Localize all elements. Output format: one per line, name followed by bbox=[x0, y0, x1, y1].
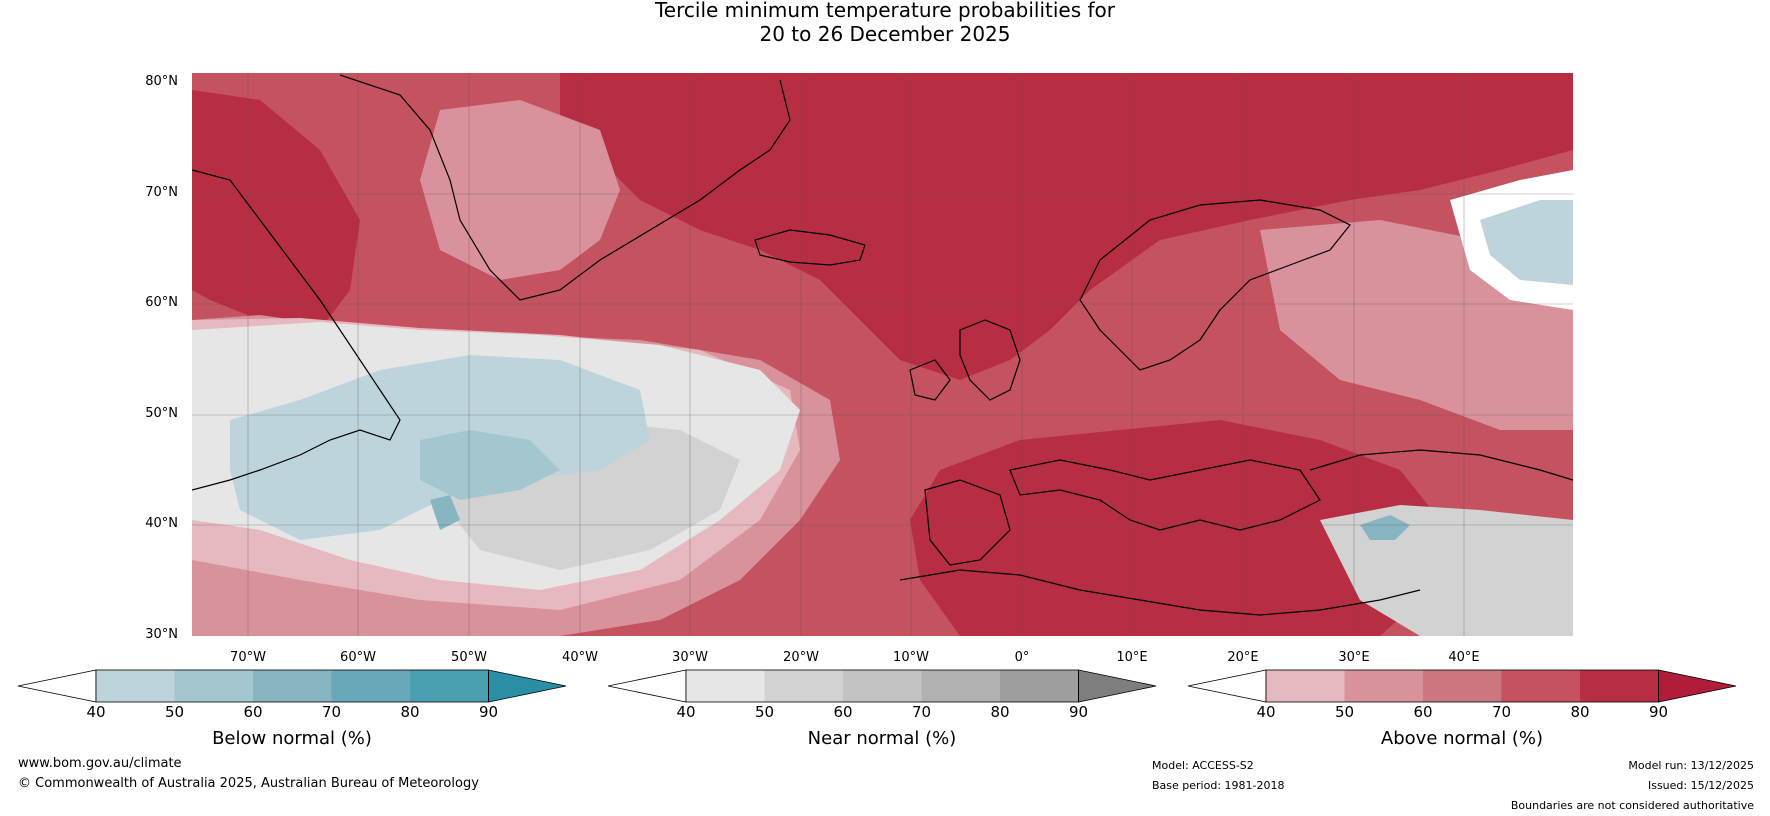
region-anatolia-blue bbox=[1360, 515, 1410, 540]
cb-above-tick-50: 50 bbox=[1334, 703, 1355, 721]
cb-below-seg-5 bbox=[410, 670, 489, 702]
cb-above-seg-3 bbox=[1423, 670, 1502, 702]
cb-above-tick-80: 80 bbox=[1570, 703, 1590, 721]
cb-near-seg-4 bbox=[921, 670, 1000, 702]
cb-below-tick-60: 60 bbox=[243, 703, 263, 721]
cb-above-tick-90: 90 bbox=[1648, 703, 1669, 721]
cb-above-seg-5 bbox=[1580, 670, 1659, 702]
cb-below-seg-2 bbox=[174, 670, 253, 702]
cb-near-seg-5 bbox=[1000, 670, 1079, 702]
region-below-normal-spot bbox=[430, 495, 460, 530]
cb-near-title: Near normal (%) bbox=[807, 728, 957, 749]
region-baffin bbox=[192, 90, 360, 330]
region-north-light bbox=[420, 100, 620, 280]
cb-near-tick-50: 50 bbox=[754, 703, 775, 721]
region-mediterranean bbox=[910, 420, 1440, 636]
cb-above-title: Above normal (%) bbox=[1380, 728, 1544, 749]
cb-near-seg-2 bbox=[764, 670, 843, 702]
lat-label-80n: 80°N bbox=[145, 74, 178, 89]
colorbar-below-normal bbox=[17, 669, 567, 703]
lon-label-50w: 50°W bbox=[451, 650, 487, 665]
cb-near-arrow-left bbox=[607, 669, 687, 703]
footer-disclaimer: Boundaries are not considered authoritat… bbox=[1510, 799, 1754, 812]
footer-model: Model: ACCESS-S2 bbox=[1152, 759, 1254, 772]
lon-label-70w: 70°W bbox=[230, 650, 266, 665]
cb-above-arrow-right bbox=[1658, 670, 1736, 702]
lon-label-20w: 20°W bbox=[783, 650, 819, 665]
cb-near-tick-40: 40 bbox=[676, 703, 696, 721]
footer-model-run: Model run: 13/12/2025 bbox=[1628, 759, 1754, 772]
cb-below-arrow-right bbox=[488, 670, 566, 702]
lon-label-30e: 30°E bbox=[1338, 650, 1370, 665]
lon-label-0: 0° bbox=[1014, 650, 1030, 665]
graticule bbox=[192, 73, 1573, 636]
lat-label-40n: 40°N bbox=[145, 516, 178, 531]
coastlines bbox=[192, 74, 1573, 616]
cb-below-title: Below normal (%) bbox=[212, 728, 372, 749]
cb-below-arrow-left bbox=[17, 669, 97, 703]
cb-below-seg-4 bbox=[331, 670, 410, 702]
lon-label-20e: 20°E bbox=[1227, 650, 1259, 665]
cb-below-seg-3 bbox=[253, 670, 332, 702]
cb-above-arrow-left bbox=[1187, 669, 1267, 703]
map-area bbox=[192, 73, 1573, 636]
lat-label-70n: 70°N bbox=[145, 185, 178, 200]
region-northwest-russia-blue bbox=[1480, 200, 1573, 285]
lat-label-50n: 50°N bbox=[145, 406, 178, 421]
lon-label-30w: 30°W bbox=[672, 650, 708, 665]
cb-below-tick-70: 70 bbox=[321, 703, 342, 721]
region-arctic-ocean bbox=[560, 73, 1573, 380]
cb-near-seg-3 bbox=[843, 670, 922, 702]
cb-above-tick-60: 60 bbox=[1413, 703, 1433, 721]
footer-copyright: © Commonwealth of Australia 2025, Austra… bbox=[18, 776, 479, 791]
cb-below-seg-1 bbox=[96, 670, 175, 702]
lon-label-60w: 60°W bbox=[340, 650, 376, 665]
footer-website: www.bom.gov.au/climate bbox=[18, 756, 182, 771]
title-line-1: Tercile minimum temperature probabilitie… bbox=[654, 0, 1116, 22]
cb-below-tick-80: 80 bbox=[400, 703, 420, 721]
cb-above-tick-70: 70 bbox=[1491, 703, 1512, 721]
lon-label-40e: 40°E bbox=[1448, 650, 1480, 665]
footer-issued: Issued: 15/12/2025 bbox=[1647, 779, 1754, 792]
cb-near-tick-60: 60 bbox=[833, 703, 853, 721]
title-line-2: 20 to 26 December 2025 bbox=[759, 22, 1011, 46]
colorbar-above-normal bbox=[1187, 669, 1737, 703]
cb-near-seg-1 bbox=[686, 670, 765, 702]
chart-title: Tercile minimum temperature probabilitie… bbox=[0, 0, 1770, 46]
cb-near-tick-70: 70 bbox=[911, 703, 932, 721]
lat-label-30n: 30°N bbox=[145, 627, 178, 642]
lon-label-10w: 10°W bbox=[893, 650, 929, 665]
cb-near-tick-90: 90 bbox=[1068, 703, 1089, 721]
colorbar-near-normal bbox=[607, 669, 1157, 703]
cb-above-seg-4 bbox=[1501, 670, 1580, 702]
cb-below-tick-90: 90 bbox=[478, 703, 499, 721]
cb-above-seg-2 bbox=[1344, 670, 1423, 702]
cb-near-tick-80: 80 bbox=[990, 703, 1010, 721]
lat-label-60n: 60°N bbox=[145, 295, 178, 310]
footer-base-period: Base period: 1981-2018 bbox=[1152, 779, 1285, 792]
cb-near-arrow-right bbox=[1078, 670, 1156, 702]
cb-below-tick-40: 40 bbox=[86, 703, 106, 721]
cb-above-tick-40: 40 bbox=[1256, 703, 1276, 721]
cb-below-tick-50: 50 bbox=[164, 703, 185, 721]
lon-label-40w: 40°W bbox=[562, 650, 598, 665]
lon-label-10e: 10°E bbox=[1116, 650, 1148, 665]
region-below-normal-core bbox=[420, 430, 560, 500]
cb-above-seg-1 bbox=[1266, 670, 1345, 702]
